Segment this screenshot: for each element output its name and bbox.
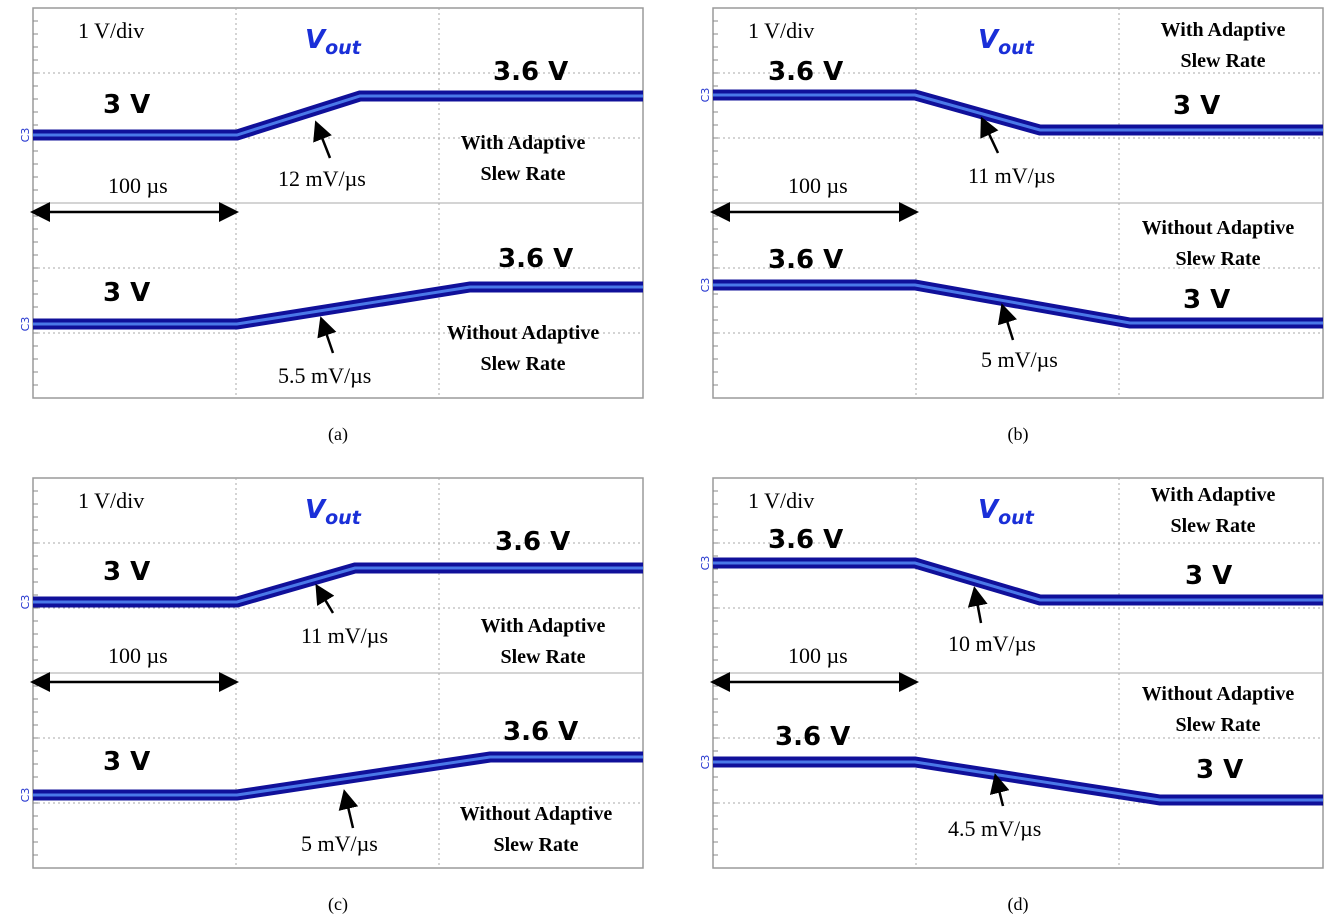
panel: 1 V/div Vout 100 µs C3 3 V 3.6 V 12 mV/µs With … [19,8,643,398]
start-level: 3 V [103,747,150,777]
vout-sub: out [325,37,362,59]
channel-marker: C3 [699,556,712,571]
mode-label: Without Adaptive [460,803,613,825]
caption: (a) [328,424,348,445]
channel-marker: C3 [699,88,712,103]
caption: (c) [328,894,348,915]
slew-label: 5 mV/µs [981,347,1058,372]
vout-sub: out [998,507,1035,529]
start-level: 3 V [103,90,150,120]
time-label: 100 µs [108,173,168,198]
time-label: 100 µs [788,643,848,668]
end-level: 3 V [1196,755,1243,785]
end-level: 3.6 V [498,244,573,274]
mode-label: Slew Rate [481,353,566,375]
start-level: 3.6 V [768,525,843,555]
mode-label: Slew Rate [1176,714,1261,736]
vout-main: V [978,25,1000,55]
time-label: 100 µs [788,173,848,198]
end-level: 3.6 V [495,527,570,557]
start-level: 3.6 V [768,245,843,275]
end-level: 3 V [1185,561,1232,591]
mode-label: With Adaptive [461,132,586,154]
scale-label: 1 V/div [748,18,814,43]
caption: (b) [1008,424,1029,445]
vout-sub: out [998,37,1035,59]
caption: (d) [1008,894,1029,915]
start-level: 3.6 V [775,722,850,752]
panel: 1 V/div Vout 100 µs C3 3 V 3.6 V 11 mV/µs With … [19,478,643,868]
end-level: 3 V [1173,91,1220,121]
mode-label: Without Adaptive [1142,217,1295,239]
slew-label: 5.5 mV/µs [278,363,371,388]
panel: 1 V/div Vout 100 µs C3 3.6 V 3 V 11 mV/µs With … [699,8,1323,398]
mode-label: With Adaptive [481,615,606,637]
slew-label: 11 mV/µs [301,623,388,648]
scale-label: 1 V/div [78,488,144,513]
mode-label: Slew Rate [1181,50,1266,72]
mode-label: With Adaptive [1151,484,1276,506]
start-level: 3.6 V [768,57,843,87]
vout-main: V [305,495,327,525]
slew-label: 4.5 mV/µs [948,816,1041,841]
start-level: 3 V [103,278,150,308]
channel-marker: C3 [699,278,712,293]
channel-marker: C3 [19,128,32,143]
end-level: 3 V [1183,285,1230,315]
time-label: 100 µs [108,643,168,668]
end-level: 3.6 V [503,717,578,747]
channel-marker: C3 [19,317,32,332]
mode-label: Slew Rate [481,163,566,185]
channel-marker: C3 [699,755,712,770]
mode-label: Without Adaptive [447,322,600,344]
mode-label: Slew Rate [1171,515,1256,537]
vout-main: V [978,495,1000,525]
scale-label: 1 V/div [748,488,814,513]
figure: 1 V/div Vout 100 µs C3 3 V 3.6 V 12 mV/µs With … [0,0,1333,916]
end-level: 3.6 V [493,57,568,87]
channel-marker: C3 [19,788,32,803]
slew-label: 5 mV/µs [301,831,378,856]
mode-label: With Adaptive [1161,19,1286,41]
mode-label: Slew Rate [501,646,586,668]
slew-label: 12 mV/µs [278,166,366,191]
slew-label: 10 mV/µs [948,631,1036,656]
mode-label: Without Adaptive [1142,683,1295,705]
vout-sub: out [325,507,362,529]
mode-label: Slew Rate [494,834,579,856]
mode-label: Slew Rate [1176,248,1261,270]
slew-label: 11 mV/µs [968,163,1055,188]
panel: 1 V/div Vout 100 µs C3 3.6 V 3 V 10 mV/µs With … [699,478,1323,868]
channel-marker: C3 [19,595,32,610]
start-level: 3 V [103,557,150,587]
vout-main: V [305,25,327,55]
scale-label: 1 V/div [78,18,144,43]
